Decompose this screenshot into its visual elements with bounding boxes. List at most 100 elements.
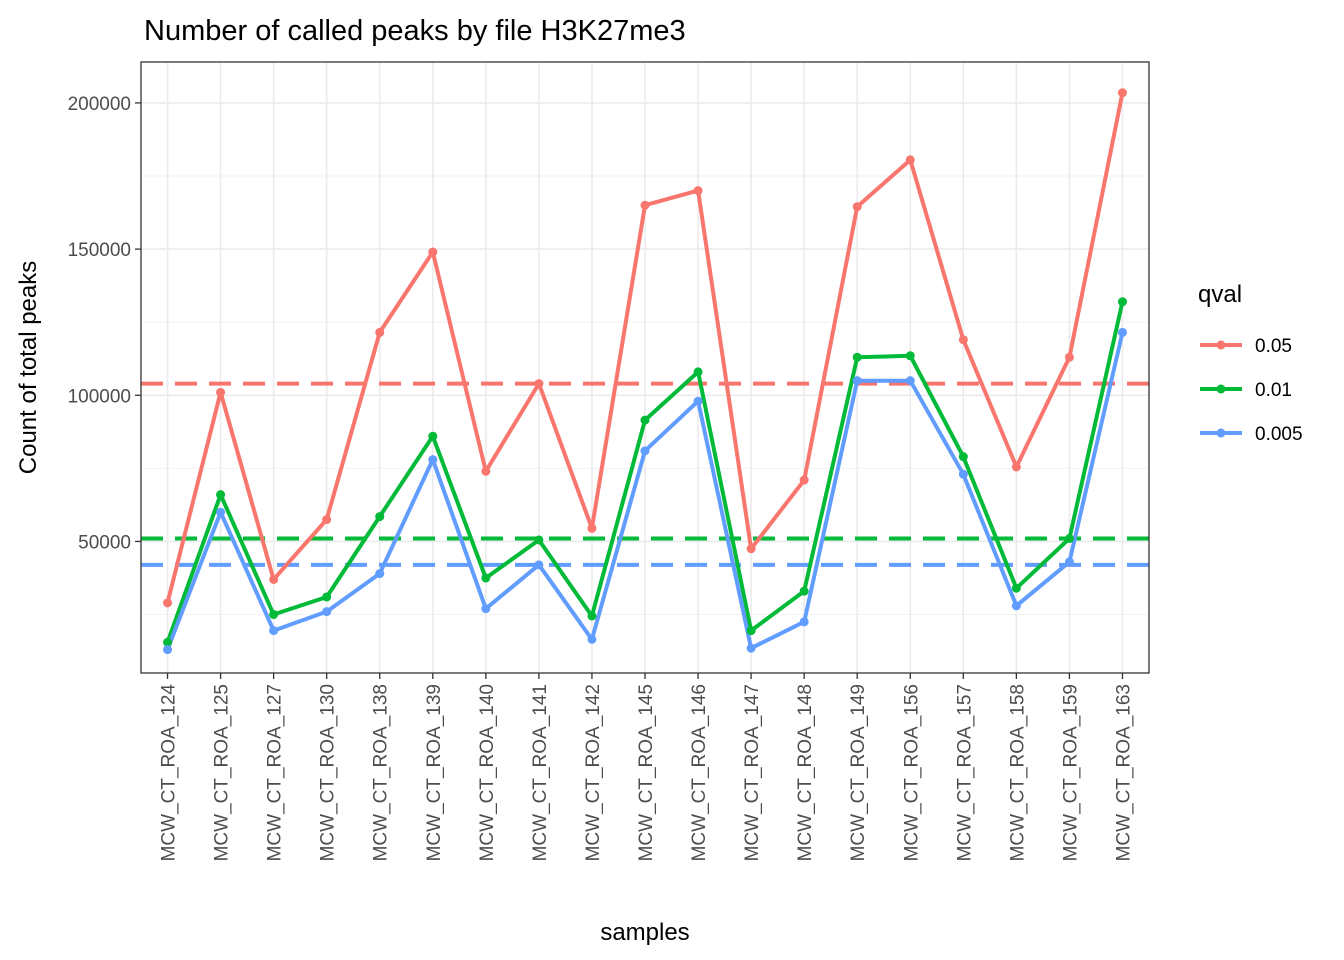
data-point-0-01 <box>799 586 809 596</box>
data-point-0-05 <box>428 247 438 257</box>
data-point-0-05 <box>746 544 756 554</box>
x-tick-label: MCW_CT_ROA_158 <box>1007 684 1028 861</box>
data-point-0-05 <box>322 515 332 525</box>
data-point-0-01 <box>163 637 173 647</box>
x-tick-label: MCW_CT_ROA_156 <box>901 684 922 861</box>
data-point-0-005 <box>905 376 915 386</box>
data-point-0-005 <box>693 396 703 406</box>
legend-item-0-005: 0.005 <box>1200 424 1303 445</box>
y-axis: 50000 100000 150000 200000 <box>68 94 141 553</box>
data-point-0-005 <box>269 626 279 636</box>
x-tick-label: MCW_CT_ROA_146 <box>689 684 710 861</box>
data-point-0-05 <box>799 475 809 485</box>
data-point-0-05 <box>852 202 862 212</box>
data-point-0-005 <box>216 507 226 517</box>
data-point-0-01 <box>693 367 703 377</box>
x-tick-label: MCW_CT_ROA_130 <box>318 684 339 861</box>
legend-key-point <box>1216 384 1226 394</box>
data-point-0-01 <box>640 415 650 425</box>
data-point-0-005 <box>375 569 385 579</box>
data-point-0-005 <box>534 560 544 570</box>
legend-item-0-01: 0.01 <box>1200 380 1292 401</box>
data-point-0-01 <box>905 351 915 361</box>
data-point-0-05 <box>269 574 279 584</box>
data-point-0-01 <box>1117 297 1127 307</box>
chart-title: Number of called peaks by file H3K27me3 <box>144 15 686 47</box>
data-point-0-005 <box>852 376 862 386</box>
legend-label: 0.005 <box>1255 424 1303 445</box>
data-point-0-005 <box>640 446 650 456</box>
x-tick-label: MCW_CT_ROA_142 <box>583 684 604 861</box>
x-tick-label: MCW_CT_ROA_141 <box>530 684 551 861</box>
legend-key-point <box>1216 428 1226 438</box>
x-tick-label: MCW_CT_ROA_163 <box>1113 684 1134 861</box>
x-tick-label: MCW_CT_ROA_159 <box>1060 684 1081 861</box>
data-point-0-05 <box>163 598 173 608</box>
data-point-0-01 <box>428 431 438 441</box>
data-point-0-05 <box>905 155 915 165</box>
data-point-0-005 <box>481 604 491 614</box>
data-point-0-01 <box>534 535 544 545</box>
data-point-0-005 <box>1011 601 1021 611</box>
data-point-0-05 <box>216 387 226 397</box>
x-axis: MCW_CT_ROA_124 MCW_CT_ROA_125 MCW_CT_ROA_1… <box>159 673 1134 862</box>
legend-title: qval <box>1198 281 1242 308</box>
data-point-0-005 <box>322 607 332 617</box>
legend-label: 0.01 <box>1255 380 1292 401</box>
x-tick-label: MCW_CT_ROA_125 <box>212 684 233 861</box>
x-tick-label: MCW_CT_ROA_140 <box>477 684 498 861</box>
data-point-0-05 <box>1011 462 1021 472</box>
legend-label: 0.05 <box>1255 336 1292 357</box>
x-tick-label: MCW_CT_ROA_124 <box>159 684 180 862</box>
data-point-0-01 <box>746 626 756 636</box>
x-tick-label: MCW_CT_ROA_138 <box>371 684 392 861</box>
series-points <box>163 88 1127 655</box>
data-point-0-05 <box>1117 88 1127 98</box>
data-point-0-01 <box>216 490 226 500</box>
x-axis-title: samples <box>600 919 689 946</box>
data-point-0-01 <box>269 610 279 620</box>
legend-key-point <box>1216 340 1226 350</box>
data-point-0-01 <box>481 573 491 583</box>
legend-item-0-05: 0.05 <box>1200 336 1292 357</box>
x-tick-label: MCW_CT_ROA_147 <box>742 684 763 861</box>
data-point-0-01 <box>852 352 862 362</box>
data-point-0-05 <box>1064 352 1074 362</box>
data-point-0-005 <box>587 634 597 644</box>
data-point-0-01 <box>1011 583 1021 593</box>
x-tick-label: MCW_CT_ROA_127 <box>265 684 286 861</box>
x-tick-label: MCW_CT_ROA_149 <box>848 684 869 861</box>
y-axis-title: Count of total peaks <box>15 261 42 474</box>
y-tick-label: 50000 <box>78 532 131 553</box>
legend: qval 0.05 0.01 0.005 <box>1198 281 1303 445</box>
grid-major <box>141 62 1149 673</box>
data-point-0-01 <box>1064 534 1074 544</box>
data-point-0-05 <box>534 379 544 389</box>
data-point-0-05 <box>481 466 491 476</box>
data-point-0-01 <box>375 512 385 522</box>
data-point-0-01 <box>587 611 597 621</box>
legend-items: 0.05 0.01 0.005 <box>1200 336 1303 445</box>
data-point-0-01 <box>958 452 968 462</box>
data-point-0-05 <box>587 523 597 533</box>
data-point-0-05 <box>958 335 968 345</box>
y-tick-label: 100000 <box>68 386 131 407</box>
data-point-0-005 <box>958 469 968 479</box>
x-tick-label: MCW_CT_ROA_157 <box>954 684 975 861</box>
data-point-0-05 <box>640 200 650 210</box>
data-point-0-01 <box>322 592 332 602</box>
data-point-0-005 <box>799 617 809 627</box>
x-tick-label: MCW_CT_ROA_148 <box>795 684 816 861</box>
x-tick-label: MCW_CT_ROA_145 <box>636 684 657 861</box>
data-point-0-005 <box>1117 327 1127 337</box>
data-point-0-005 <box>1064 557 1074 567</box>
data-point-0-005 <box>163 645 173 655</box>
data-point-0-005 <box>746 643 756 653</box>
data-point-0-005 <box>428 455 438 465</box>
data-point-0-05 <box>693 186 703 196</box>
data-point-0-05 <box>375 327 385 337</box>
y-tick-label: 150000 <box>68 240 131 261</box>
x-tick-label: MCW_CT_ROA_139 <box>424 684 445 861</box>
